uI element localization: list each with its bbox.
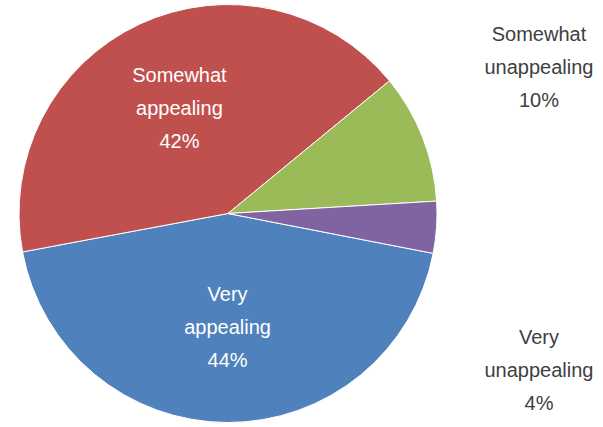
value-label: 42% <box>159 130 199 152</box>
pie <box>19 5 437 423</box>
slice-label: Veryappealing 44% <box>184 283 271 371</box>
pie-slice <box>228 201 437 253</box>
category-label: Somewhatunappealing <box>485 23 594 78</box>
value-label: 44% <box>208 349 248 371</box>
labels: Veryappealing44%Somewhatappealing42%Some… <box>132 23 593 414</box>
slice-label: Somewhatunappealing 10% <box>485 23 594 111</box>
value-label: 10% <box>519 89 559 111</box>
category-label: Somewhatappealing <box>132 64 227 119</box>
pie-slice <box>228 81 437 214</box>
slice-label: Veryunappealing 4% <box>485 326 594 414</box>
chart: Veryappealing44%Somewhatappealing42%Some… <box>0 0 603 427</box>
pie-slice <box>23 214 434 423</box>
value-label: 4% <box>525 392 554 414</box>
category-label: Veryunappealing <box>485 326 594 381</box>
category-label: Veryappealing <box>184 283 271 338</box>
slice-label: Somewhatappealing 42% <box>132 64 227 152</box>
